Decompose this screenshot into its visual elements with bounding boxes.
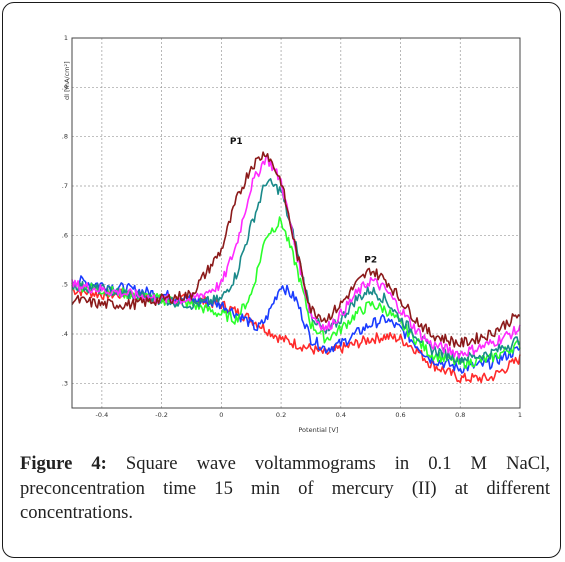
- y-tick-label: 0.3: [62, 379, 68, 387]
- y-tick-label: 1: [64, 34, 68, 42]
- y-axis-label: dI [mA/cm²]: [63, 61, 71, 100]
- figure-caption-text: Square wave voltammograms in 0.1 M NaCl,…: [20, 453, 551, 523]
- y-tick-label: 0.5: [62, 281, 68, 289]
- tick-labels: -0.4 -0.2 0 0.2 0.4 0.6 0.8 1 0.3 0.4 0.5 0.6 0.7 0.8…: [58, 34, 522, 419]
- x-tick-label: 0.2: [276, 411, 286, 419]
- peak-annotations: P1 P2: [230, 137, 377, 265]
- y-tick-label: 0.7: [62, 182, 68, 190]
- y-tick-label: 0.9: [62, 83, 68, 91]
- x-axis-label: Potential [V]: [298, 426, 338, 434]
- x-tick-label: 1: [518, 411, 522, 419]
- chart-svg: -0.4 -0.2 0 0.2 0.4 0.6 0.8 1 0.3 0.4 0.5 0.6 0.7 0.8…: [58, 34, 530, 442]
- peak-label-p1: P1: [230, 137, 243, 147]
- x-tick-label: 0.6: [395, 411, 405, 419]
- y-tick-label: 0.4: [62, 330, 68, 338]
- peak-label-p2: P2: [364, 255, 377, 265]
- x-tick-label: 0: [219, 411, 223, 419]
- figure-caption: Figure 4: Square wave voltammograms in 0…: [20, 452, 550, 526]
- series-line-6: [71, 151, 521, 348]
- plot-frame: [71, 37, 521, 409]
- figure-label: Figure 4:: [20, 453, 107, 474]
- x-tick-label: -0.2: [155, 411, 168, 419]
- x-tick-label: 0.4: [336, 411, 346, 419]
- series-lines: [71, 151, 521, 384]
- y-tick-label: 0.6: [62, 231, 68, 239]
- x-tick-label: 0.8: [455, 411, 465, 419]
- x-tick-label: -0.4: [96, 411, 109, 419]
- series-line-2: [71, 275, 521, 374]
- y-tick-label: 0.8: [62, 133, 68, 141]
- voltammogram-chart: -0.4 -0.2 0 0.2 0.4 0.6 0.8 1 0.3 0.4 0.5 0.6 0.7 0.8…: [58, 34, 530, 442]
